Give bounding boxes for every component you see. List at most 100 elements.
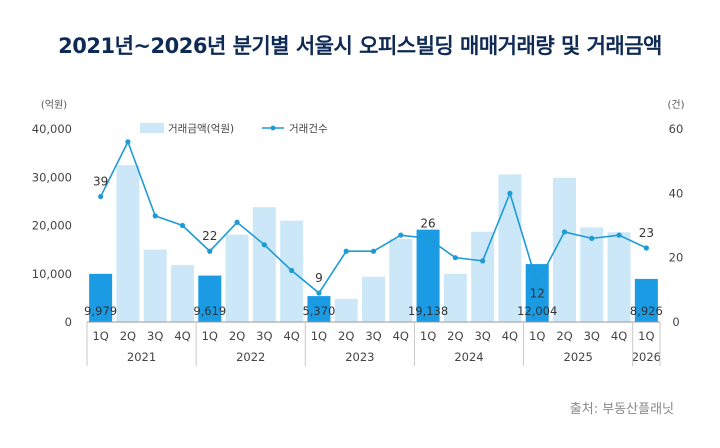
- amount-bars: [89, 165, 658, 322]
- count-label: 22: [202, 229, 217, 243]
- count-point: [534, 280, 540, 286]
- amount-bar: [525, 264, 549, 322]
- source-note: 출처: 부동산플래닛: [569, 402, 674, 417]
- right-tick-label: 60: [669, 122, 684, 136]
- year-label: 2025: [564, 350, 593, 364]
- quarter-label: 3Q: [256, 329, 272, 343]
- amount-bar: [171, 265, 194, 322]
- left-axis-unit: (억원): [41, 99, 67, 111]
- quarter-label: 1Q: [529, 329, 545, 343]
- quarter-label: 3Q: [147, 329, 163, 343]
- quarter-label: 1Q: [420, 329, 436, 343]
- quarter-label: 2Q: [447, 329, 463, 343]
- count-label: 9: [315, 271, 323, 285]
- legend-line-label: 거래건수: [289, 123, 328, 135]
- amount-bar: [362, 276, 385, 322]
- count-point: [343, 248, 349, 254]
- amount-bar: [553, 177, 576, 322]
- amount-bar: [252, 207, 276, 322]
- quarter-label: 3Q: [584, 329, 600, 343]
- legend-line-marker: [270, 125, 276, 131]
- amount-label: 5,370: [302, 304, 335, 318]
- quarter-label: 2Q: [229, 329, 245, 343]
- count-point: [480, 258, 486, 264]
- quarter-label: 1Q: [311, 329, 327, 343]
- data-labels: 9,979 9,619 5,370 19,138 12,004 8,926 39 22 9 26 1…: [84, 175, 663, 318]
- amount-bar: [443, 273, 467, 322]
- amount-label: 9,979: [84, 304, 117, 318]
- count-point: [125, 139, 131, 145]
- quarter-label: 1Q: [202, 329, 218, 343]
- amount-label: 8,926: [630, 304, 663, 318]
- amount-bar: [198, 275, 222, 322]
- right-axis-unit: (건): [667, 99, 684, 111]
- amount-bar: [634, 278, 658, 322]
- count-point: [425, 235, 431, 241]
- count-point: [179, 222, 186, 229]
- count-point: [452, 255, 458, 261]
- year-label: 2026: [632, 350, 661, 364]
- amount-label: 12,004: [517, 304, 557, 318]
- amount-bar: [307, 296, 331, 322]
- count-label: 23: [639, 226, 654, 240]
- count-label: 39: [93, 175, 108, 189]
- quarter-label: 4Q: [174, 329, 190, 343]
- amount-bar: [225, 234, 249, 322]
- amount-bar: [389, 239, 413, 322]
- chart-title: 2021년~2026년 분기별 서울시 오피스빌딩 매매거래량 및 거래금액: [58, 34, 662, 58]
- count-point: [616, 232, 622, 238]
- left-tick-label: 40,000: [32, 122, 72, 136]
- count-point: [207, 248, 213, 254]
- legend-bar-swatch: [140, 123, 164, 133]
- count-point: [561, 229, 568, 235]
- right-tick-label: 20: [669, 251, 684, 265]
- year-label: 2021: [127, 350, 156, 364]
- left-tick-label: 20,000: [32, 219, 72, 233]
- quarter-label: 2Q: [556, 329, 572, 343]
- amount-bar: [607, 232, 631, 322]
- right-tick-label: 40: [669, 186, 684, 200]
- amount-bar: [471, 231, 495, 322]
- amount-bar: [416, 229, 440, 322]
- quarter-label: 2Q: [338, 329, 354, 343]
- quarter-label: 1Q: [638, 329, 654, 343]
- count-point: [398, 232, 404, 238]
- amount-bar: [580, 227, 604, 322]
- left-y-axis: (억원) 0 10,000 20,000 30,000 40,000: [32, 99, 72, 329]
- chart-legend: 거래금액(억원) 거래건수: [140, 123, 328, 135]
- x-axis: 1Q 2Q 3Q 4Q 1Q 2Q 3Q 4Q 1Q 2Q 3Q 4Q 1Q 2Q 3Q 4Q 1Q 2Q 3Q 4Q…: [86, 321, 661, 366]
- count-point: [261, 242, 267, 248]
- right-y-axis: (건) 0 20 40 60: [667, 99, 684, 329]
- left-tick-label: 30,000: [32, 170, 72, 184]
- amount-bar: [116, 165, 140, 322]
- amount-label: 19,138: [408, 304, 448, 318]
- year-label: 2023: [345, 350, 374, 364]
- count-point: [643, 245, 649, 251]
- count-point: [98, 193, 104, 200]
- amount-bar: [89, 273, 113, 322]
- amount-bar: [143, 249, 167, 322]
- quarter-label: 3Q: [365, 329, 381, 343]
- count-label: 12: [530, 286, 545, 300]
- amount-bar: [498, 174, 522, 322]
- quarter-label: 4Q: [393, 329, 409, 343]
- count-label: 26: [420, 216, 435, 230]
- quarter-label: 1Q: [92, 329, 108, 343]
- count-line: [98, 139, 649, 296]
- quarter-label: 3Q: [474, 329, 490, 343]
- count-point: [289, 267, 295, 274]
- count-point: [370, 248, 377, 254]
- amount-bar: [334, 298, 358, 322]
- year-label: 2022: [236, 350, 265, 364]
- quarter-label: 4Q: [611, 329, 627, 343]
- count-point: [316, 290, 322, 296]
- legend-bar-label: 거래금액(억원): [168, 123, 234, 135]
- count-point: [234, 219, 240, 225]
- left-tick-label: 10,000: [32, 267, 72, 281]
- right-tick-label: 0: [672, 315, 679, 329]
- left-tick-label: 0: [65, 315, 72, 329]
- amount-label: 9,619: [193, 304, 226, 318]
- year-label: 2024: [454, 350, 483, 364]
- quarter-label: 4Q: [502, 329, 518, 343]
